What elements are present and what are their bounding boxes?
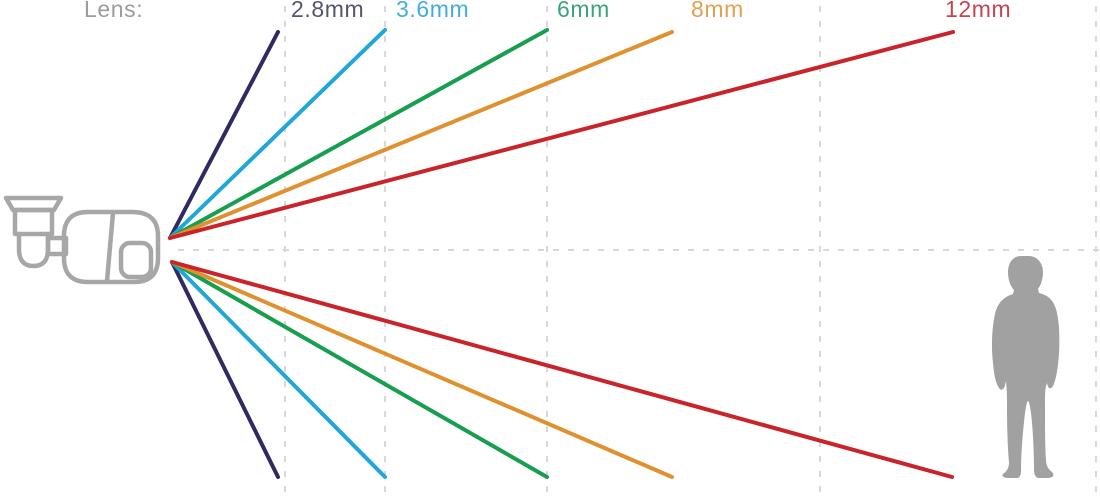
fov-line-top-6mm <box>168 28 549 240</box>
fov-line-top-8mm <box>168 30 674 240</box>
person-silhouette <box>991 256 1060 478</box>
lens-legend-title: Lens: <box>84 0 144 22</box>
fov-line-top-2.8mm <box>168 30 280 240</box>
lens-label-12mm: 12mm <box>945 0 1012 22</box>
camera-body-shape <box>61 209 161 285</box>
fov-line-top-3.6mm <box>168 28 387 240</box>
fov-line-bottom-3.6mm <box>170 260 387 479</box>
lens-label-2.8mm: 2.8mm <box>291 0 365 22</box>
lens-label-3.6mm: 3.6mm <box>396 0 470 22</box>
fov-line-top-12mm <box>168 30 955 240</box>
fov-line-bottom-6mm <box>170 260 549 479</box>
cctv-camera-icon <box>3 195 161 285</box>
camera-body-seam <box>104 210 116 284</box>
fov-line-bottom-2.8mm <box>170 260 280 479</box>
camera-mount-block-shape <box>12 207 55 237</box>
lens-label-8mm: 8mm <box>691 0 744 22</box>
camera-lens-window <box>118 240 154 280</box>
camera-mount-dome-shape <box>16 231 51 269</box>
fov-beam-lines <box>168 28 955 479</box>
lens-label-6mm: 6mm <box>557 0 610 22</box>
grid-dashed-lines <box>178 6 1100 492</box>
fov-line-bottom-12mm <box>170 260 954 479</box>
fov-line-bottom-8mm <box>170 260 674 479</box>
